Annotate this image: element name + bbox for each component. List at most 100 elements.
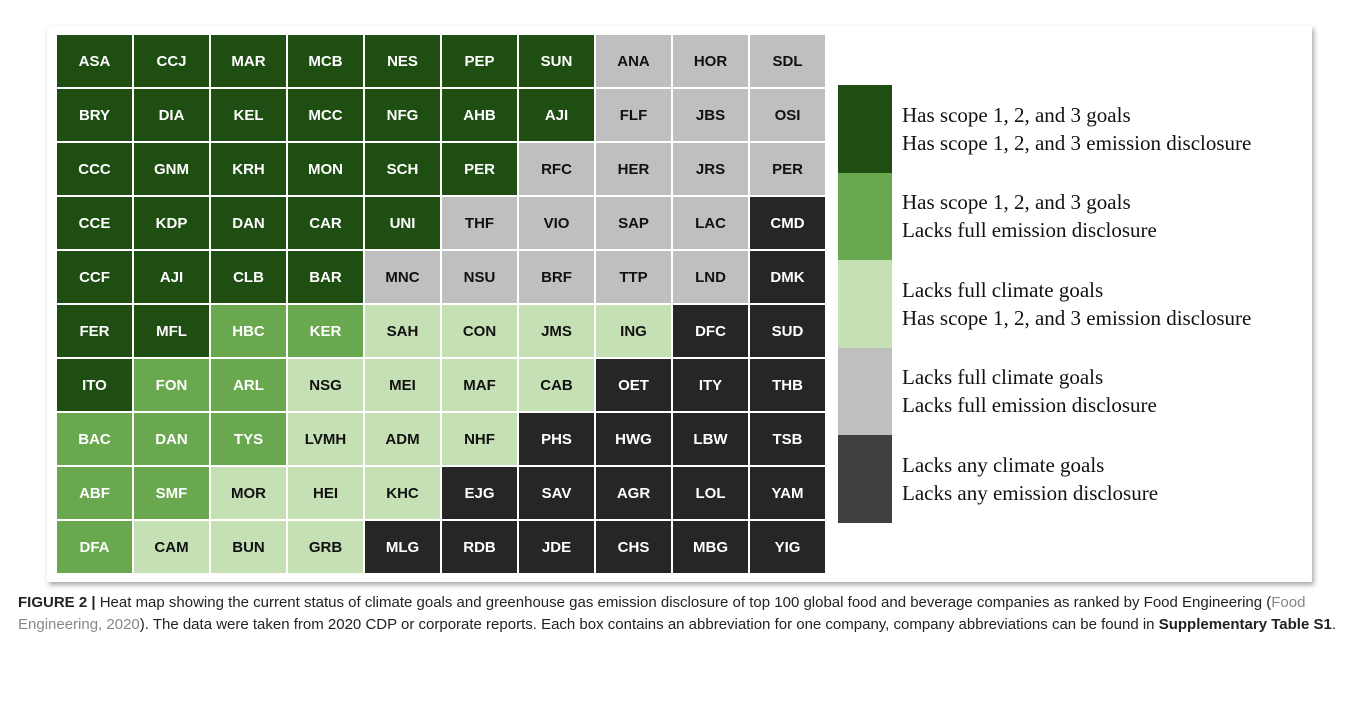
legend-line: Lacks full climate goals <box>902 365 1104 390</box>
cell: PER <box>441 142 518 196</box>
cell: BAC <box>56 412 133 466</box>
cell: CAR <box>287 196 364 250</box>
cell: CCF <box>56 250 133 304</box>
cell: CMD <box>749 196 826 250</box>
cell: SCH <box>364 142 441 196</box>
caption-link[interactable]: Food Engineering, 2020 <box>18 594 1306 633</box>
cell: CLB <box>210 250 287 304</box>
cell: SUD <box>749 304 826 358</box>
cell: LAC <box>672 196 749 250</box>
cell: SMF <box>133 466 210 520</box>
cell: ASA <box>56 34 133 88</box>
legend-line: Lacks any emission disclosure <box>902 480 1159 505</box>
cell: BAR <box>287 250 364 304</box>
legend-text: Lacks full climate goals Has scope 1, 2, … <box>902 276 1251 332</box>
cell: ADM <box>364 412 441 466</box>
cell: NFG <box>364 88 441 142</box>
cell: PER <box>749 142 826 196</box>
cell: KER <box>287 304 364 358</box>
caption-text: ). The data were taken from 2020 CDP or … <box>139 616 1159 633</box>
cell: NHF <box>441 412 518 466</box>
caption-ref[interactable]: Supplementary Table S1 <box>1158 616 1332 633</box>
cell: DIA <box>133 88 210 142</box>
cell: JMS <box>518 304 595 358</box>
legend-swatch <box>838 347 892 435</box>
cell: LBW <box>672 412 749 466</box>
legend-line: Lacks full emission disclosure <box>902 218 1157 243</box>
caption: FIGURE 2 | Heat map showing the current … <box>18 592 1338 636</box>
cell: LVMH <box>287 412 364 466</box>
legend-entry: Has scope 1, 2, and 3 goals Lacks full em… <box>838 172 1251 260</box>
cell: ARL <box>210 358 287 412</box>
legend-entry: Has scope 1, 2, and 3 goals Has scope 1, … <box>838 85 1251 173</box>
cell: JBS <box>672 88 749 142</box>
legend-line: Lacks full climate goals <box>902 277 1104 302</box>
cell: DFA <box>56 520 133 574</box>
legend-swatch <box>838 260 892 348</box>
cell: CCC <box>56 142 133 196</box>
cell: YAM <box>749 466 826 520</box>
heat-map: ASA CCJ MAR MCB NES PEP SUN ANA HOR SDL BRY DIA KEL M… <box>56 34 826 574</box>
legend-text: Has scope 1, 2, and 3 goals Lacks full em… <box>902 188 1157 244</box>
cell: MAR <box>210 34 287 88</box>
cell: JDE <box>518 520 595 574</box>
cell: MBG <box>672 520 749 574</box>
cell: TSB <box>749 412 826 466</box>
cell: UNI <box>364 196 441 250</box>
legend-entry: Lacks any climate goals Lacks any emissio… <box>838 435 1251 523</box>
cell: ITO <box>56 358 133 412</box>
cell: DAN <box>133 412 210 466</box>
cell: RDB <box>441 520 518 574</box>
cell: CHS <box>595 520 672 574</box>
cell: CON <box>441 304 518 358</box>
cell: HER <box>595 142 672 196</box>
legend-line: Has scope 1, 2, and 3 goals <box>902 190 1131 215</box>
cell: GNM <box>133 142 210 196</box>
cell: ING <box>595 304 672 358</box>
cell: SAP <box>595 196 672 250</box>
legend-swatch <box>838 172 892 260</box>
cell: NSU <box>441 250 518 304</box>
legend-swatch <box>838 85 892 173</box>
cell: GRB <box>287 520 364 574</box>
legend: Has scope 1, 2, and 3 goals Has scope 1, … <box>838 85 1251 523</box>
cell: SDL <box>749 34 826 88</box>
cell: RFC <box>518 142 595 196</box>
figure-panel: ASA CCJ MAR MCB NES PEP SUN ANA HOR SDL BRY DIA KEL M… <box>47 26 1312 582</box>
legend-text: Has scope 1, 2, and 3 goals Has scope 1, … <box>902 101 1251 157</box>
cell: AHB <box>441 88 518 142</box>
cell: MAF <box>441 358 518 412</box>
cell: MCC <box>287 88 364 142</box>
cell: MCB <box>287 34 364 88</box>
legend-text: Lacks full climate goals Lacks full emiss… <box>902 363 1157 419</box>
caption-text: Heat map showing the current status of c… <box>95 594 1272 611</box>
legend-line: Lacks any climate goals <box>902 452 1105 477</box>
caption-text: . <box>1331 616 1336 633</box>
cell: MLG <box>364 520 441 574</box>
cell: KRH <box>210 142 287 196</box>
cell: BRF <box>518 250 595 304</box>
cell: NSG <box>287 358 364 412</box>
cell: MON <box>287 142 364 196</box>
caption-label: FIGURE 2 | <box>18 594 96 611</box>
cell: ABF <box>56 466 133 520</box>
legend-line: Has scope 1, 2, and 3 goals <box>902 102 1131 127</box>
cell: LOL <box>672 466 749 520</box>
cell: CAB <box>518 358 595 412</box>
cell: KHC <box>364 466 441 520</box>
cell: SAH <box>364 304 441 358</box>
cell: CCE <box>56 196 133 250</box>
cell: ANA <box>595 34 672 88</box>
cell: SUN <box>518 34 595 88</box>
cell: SAV <box>518 466 595 520</box>
cell: OSI <box>749 88 826 142</box>
legend-entry: Lacks full climate goals Has scope 1, 2, … <box>838 260 1251 348</box>
cell: TTP <box>595 250 672 304</box>
cell: MNC <box>364 250 441 304</box>
cell: DFC <box>672 304 749 358</box>
cell: AJI <box>518 88 595 142</box>
cell: PHS <box>518 412 595 466</box>
cell: HWG <box>595 412 672 466</box>
cell: PEP <box>441 34 518 88</box>
cell: FER <box>56 304 133 358</box>
